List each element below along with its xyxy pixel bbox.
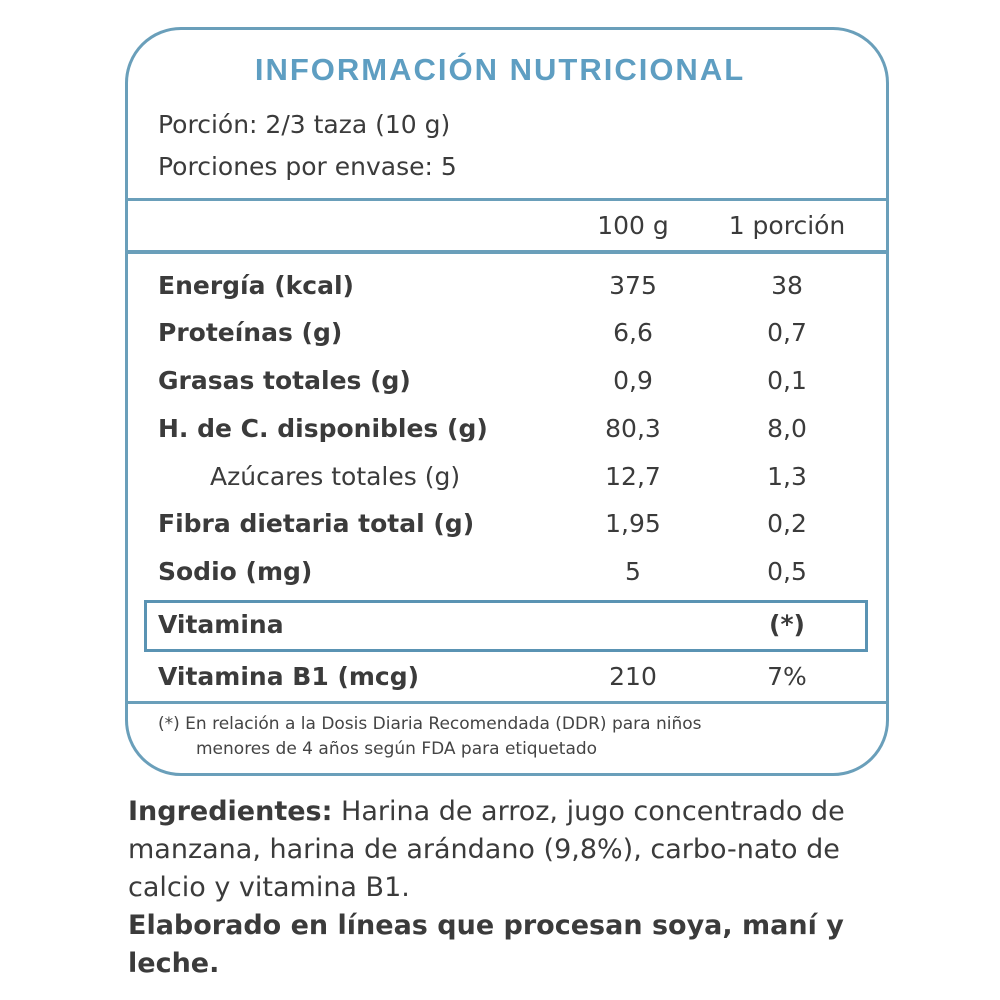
row-per100: 12,7 <box>605 462 661 491</box>
row-name: Proteínas (g) <box>158 318 343 347</box>
row-per-serving: 8,0 <box>767 414 807 443</box>
allergen-note: Elaborado en líneas que procesan soya, m… <box>128 910 844 979</box>
ingredients-text: Harina de arroz, jugo concentrado de man… <box>128 796 845 903</box>
col-header-portion: 1 porción <box>728 211 846 240</box>
col-header-100g: 100 g <box>597 211 669 240</box>
servings-value: 5 <box>440 152 457 181</box>
row-per-serving: 7% <box>767 662 807 691</box>
footnote-line: (*) En relación a la Dosis Diaria Recome… <box>158 714 702 734</box>
row-name: Grasas totales (g) <box>158 366 411 395</box>
row-name: Sodio (mg) <box>158 557 313 586</box>
divider <box>128 250 886 254</box>
row-per-serving: 0,7 <box>767 318 807 347</box>
row-name: Energía (kcal) <box>158 271 354 300</box>
vitamin-ddr-note: (*) <box>769 610 805 639</box>
footnote-line: menores de 4 años según FDA para etiquet… <box>196 739 598 759</box>
row-per100: 5 <box>625 557 641 586</box>
row-name: Fibra dietaria total (g) <box>158 509 475 538</box>
ingredients-label: Ingredientes: <box>128 796 333 827</box>
row-per100: 6,6 <box>613 318 653 347</box>
row-name: H. de C. disponibles (g) <box>158 414 488 443</box>
serving-value: 2/3 taza (10 g) <box>265 110 451 139</box>
serving-label: Porción: <box>158 110 258 139</box>
row-name: Azúcares totales (g) <box>210 462 461 491</box>
row-name: Vitamina B1 (mcg) <box>158 662 420 691</box>
vitamin-header-box <box>144 600 868 652</box>
servings-label: Porciones por envase: <box>158 152 433 181</box>
footnote: (*) En relación a la Dosis Diaria Recome… <box>158 712 702 762</box>
ingredients: Ingredientes: Harina de arroz, jugo conc… <box>128 793 898 983</box>
row-per-serving: 1,3 <box>767 462 807 491</box>
row-per-serving: 0,5 <box>767 557 807 586</box>
nutrition-label-frame <box>125 27 889 776</box>
row-per100: 210 <box>609 662 657 691</box>
row-per100: 375 <box>609 271 657 300</box>
servings-per-pack: Porciones por envase: 5 <box>158 152 457 182</box>
divider <box>128 198 886 201</box>
row-per100: 0,9 <box>613 366 653 395</box>
label-title: INFORMACIÓN NUTRICIONAL <box>254 52 746 87</box>
row-per-serving: 0,2 <box>767 509 807 538</box>
row-per100: 1,95 <box>605 509 661 538</box>
vitamin-header: Vitamina <box>158 610 284 639</box>
row-per100: 80,3 <box>605 414 661 443</box>
row-per-serving: 0,1 <box>767 366 807 395</box>
row-per-serving: 38 <box>771 271 803 300</box>
serving-size: Porción: 2/3 taza (10 g) <box>158 110 450 140</box>
divider <box>128 701 886 704</box>
